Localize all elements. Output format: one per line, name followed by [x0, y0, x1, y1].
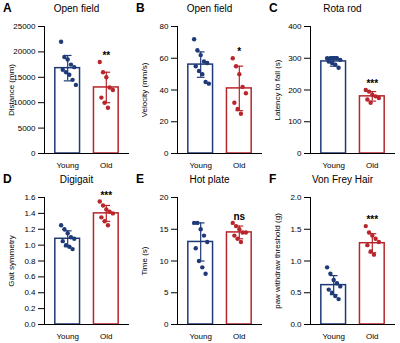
svg-text:25000: 25000 — [13, 22, 36, 31]
svg-text:0: 0 — [297, 149, 302, 158]
svg-text:***: *** — [366, 214, 378, 225]
svg-text:Old: Old — [100, 161, 112, 170]
html-text:Von Frey Hair: Von Frey Hair — [311, 174, 374, 185]
svg-text:Old: Old — [100, 332, 112, 341]
svg-text:15000: 15000 — [13, 73, 36, 82]
html-text:C: C — [269, 1, 278, 15]
html-text:A: A — [3, 1, 12, 15]
svg-text:5000: 5000 — [18, 124, 36, 133]
svg-text:0: 0 — [31, 149, 36, 158]
html-text:D: D — [3, 172, 12, 186]
svg-text:0: 0 — [164, 320, 169, 329]
svg-text:15: 15 — [160, 225, 169, 234]
svg-text:**: ** — [102, 50, 110, 61]
svg-text:10000: 10000 — [13, 98, 36, 107]
svg-text:Old: Old — [366, 332, 378, 341]
svg-text:***: *** — [366, 78, 378, 89]
svg-text:0.6: 0.6 — [24, 272, 36, 281]
svg-text:5: 5 — [164, 288, 169, 297]
svg-text:Young: Young — [56, 332, 78, 341]
html-text:Open field: Open field — [53, 3, 100, 14]
svg-text:400: 400 — [288, 22, 302, 31]
svg-text:100: 100 — [288, 117, 302, 126]
svg-text:10: 10 — [160, 257, 169, 266]
svg-text:Young: Young — [189, 332, 211, 341]
svg-text:Time (s): Time (s) — [140, 246, 149, 275]
svg-text:2.0: 2.0 — [290, 193, 302, 202]
svg-text:0.2: 0.2 — [24, 304, 36, 313]
svg-text:Young: Young — [322, 161, 344, 170]
svg-text:Young: Young — [189, 161, 211, 170]
svg-text:1.0: 1.0 — [290, 257, 302, 266]
html-text:Digigait: Digigait — [59, 174, 94, 185]
svg-text:300: 300 — [288, 54, 302, 63]
svg-text:20000: 20000 — [13, 47, 36, 56]
svg-text:0.0: 0.0 — [24, 320, 36, 329]
svg-text:1.6: 1.6 — [24, 193, 36, 202]
html-text:B: B — [136, 1, 145, 15]
svg-text:0.5: 0.5 — [290, 288, 302, 297]
svg-text:40: 40 — [160, 86, 169, 95]
svg-text:1.0: 1.0 — [24, 241, 36, 250]
svg-text:20: 20 — [160, 193, 169, 202]
svg-text:Old: Old — [366, 161, 378, 170]
svg-text:Young: Young — [56, 161, 78, 170]
svg-text:Young: Young — [322, 332, 344, 341]
svg-text:0.4: 0.4 — [24, 288, 36, 297]
svg-text:1.4: 1.4 — [24, 209, 36, 218]
svg-text:1.5: 1.5 — [290, 225, 302, 234]
html-text:Open field: Open field — [186, 3, 233, 14]
svg-text:Velocity (mm/s): Velocity (mm/s) — [140, 62, 149, 117]
svg-text:Distance (mm): Distance (mm) — [7, 64, 16, 116]
html-text:E: E — [136, 172, 144, 186]
svg-text:paw withdraw threshold (g): paw withdraw threshold (g) — [273, 213, 282, 309]
svg-text:80: 80 — [160, 22, 169, 31]
svg-text:200: 200 — [288, 86, 302, 95]
svg-text:0: 0 — [164, 149, 169, 158]
svg-text:*: * — [237, 46, 241, 57]
html-text:Rota rod: Rota rod — [323, 3, 362, 14]
svg-text:Latency to fall (s): Latency to fall (s) — [273, 59, 282, 120]
html-text:Hot plate: Hot plate — [189, 174, 230, 185]
svg-text:Old: Old — [233, 161, 245, 170]
svg-text:Old: Old — [233, 332, 245, 341]
svg-text:***: *** — [100, 190, 112, 201]
svg-text:60: 60 — [160, 54, 169, 63]
svg-text:1.2: 1.2 — [24, 225, 36, 234]
svg-text:Gait symmetry: Gait symmetry — [7, 235, 16, 287]
svg-text:20: 20 — [160, 117, 169, 126]
svg-text:0.8: 0.8 — [24, 257, 36, 266]
html-text:F: F — [269, 172, 277, 186]
svg-text:0.0: 0.0 — [290, 320, 302, 329]
svg-text:ns: ns — [233, 211, 245, 222]
